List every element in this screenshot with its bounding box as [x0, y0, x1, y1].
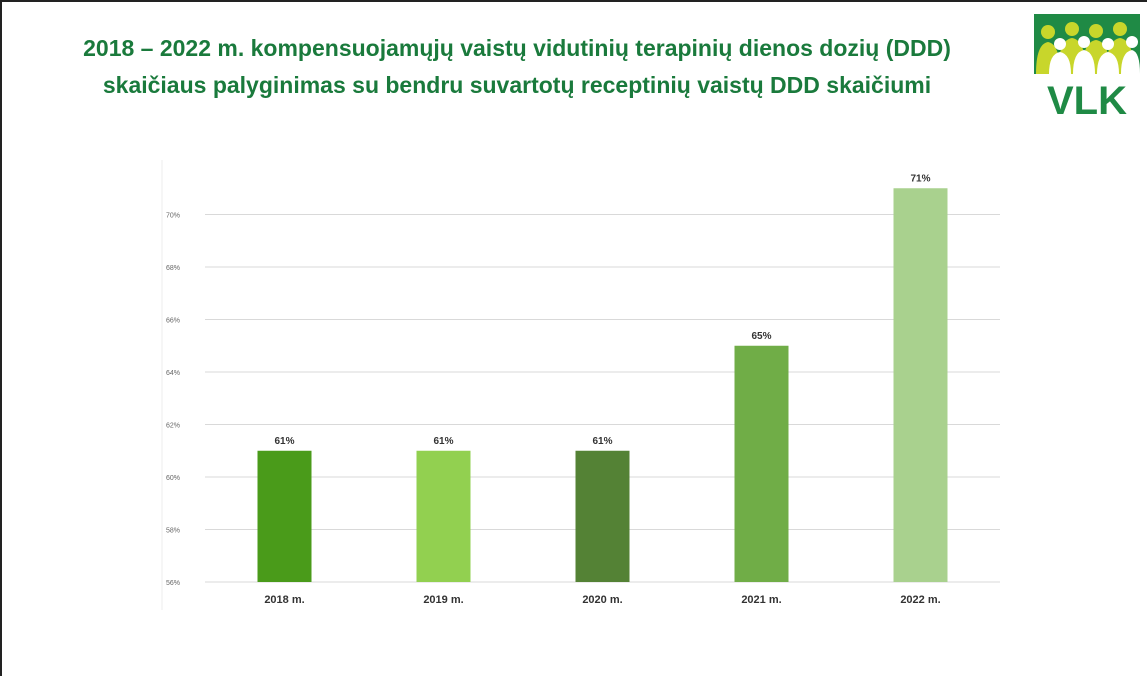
- x-tick-label: 2018 m.: [264, 594, 304, 606]
- bar: [416, 450, 471, 582]
- top-border: [0, 0, 1147, 2]
- y-tick-label: 64%: [166, 370, 180, 377]
- vlk-logo: VLK: [1034, 14, 1140, 123]
- x-tick-label: 2019 m.: [423, 594, 463, 606]
- x-tick-label: 2021 m.: [741, 594, 781, 606]
- title-line-2: skaičiaus palyginimas su bendru suvartot…: [102, 72, 932, 98]
- y-tick-label: 62%: [166, 423, 180, 430]
- y-tick-label: 66%: [166, 318, 180, 325]
- bar: [893, 188, 948, 582]
- y-tick-label: 60%: [166, 475, 180, 482]
- slide-title: 2018 – 2022 m. kompensuojamųjų vaistų vi…: [12, 30, 1022, 104]
- y-tick-label: 70%: [166, 213, 180, 220]
- data-label: 61%: [433, 436, 453, 447]
- data-label: 65%: [751, 331, 771, 342]
- data-label: 61%: [274, 436, 294, 447]
- bar: [734, 345, 789, 582]
- y-tick-label: 56%: [166, 580, 180, 587]
- data-label: 71%: [910, 173, 930, 184]
- bar-layer: [257, 188, 948, 582]
- bar-chart: 56% 58% 60% 62% 64% 66% 68% 70% 61% 2018 m. 61% 201…: [160, 160, 1010, 615]
- left-border: [0, 0, 2, 676]
- bar-chart-svg: 56% 58% 60% 62% 64% 66% 68% 70% 61% 2018 m. 61% 201…: [161, 160, 1000, 610]
- logo-text: VLK: [1047, 79, 1127, 120]
- x-tick-label: 2022 m.: [900, 594, 940, 606]
- bar: [575, 450, 630, 582]
- logo-people-white-icon: [1049, 36, 1140, 74]
- data-label: 61%: [592, 436, 612, 447]
- y-tick-label: 58%: [166, 528, 180, 535]
- bar: [257, 450, 312, 582]
- x-tick-label: 2020 m.: [582, 594, 622, 606]
- vlk-logo-graphic: VLK: [1034, 14, 1140, 123]
- y-tick-label: 68%: [166, 265, 180, 272]
- title-line-1: 2018 – 2022 m. kompensuojamųjų vaistų vi…: [83, 35, 951, 61]
- label-layer: 56% 58% 60% 62% 64% 66% 68% 70% 61% 2018 m. 61% 201…: [166, 173, 941, 606]
